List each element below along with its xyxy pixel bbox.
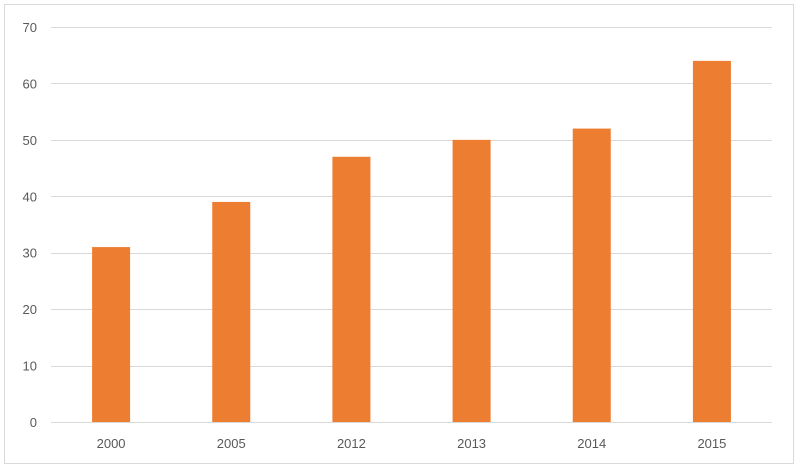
bar-2005 [212, 201, 251, 422]
bar-2014 [572, 128, 611, 423]
bar-2000 [92, 247, 131, 422]
x-tick-label: 2000 [97, 436, 126, 451]
y-tick-label: 10 [23, 359, 37, 374]
y-tick-label: 0 [30, 415, 37, 430]
chart-frame [4, 4, 794, 464]
y-tick-label: 50 [23, 133, 37, 148]
y-axis-labels: 0 10 20 30 40 50 60 70 [23, 20, 37, 430]
x-tick-label: 2015 [697, 436, 726, 451]
bars [92, 60, 731, 423]
x-axis-labels: 2000 2005 2012 2013 2014 2015 [97, 436, 727, 451]
x-tick-label: 2014 [577, 436, 606, 451]
y-tick-label: 20 [23, 302, 37, 317]
x-tick-label: 2012 [337, 436, 366, 451]
y-tick-label: 30 [23, 246, 37, 261]
x-tick-label: 2005 [217, 436, 246, 451]
bar-2013 [452, 139, 491, 422]
bar-2012 [332, 156, 371, 423]
y-tick-label: 70 [23, 20, 37, 35]
x-tick-label: 2013 [457, 436, 486, 451]
y-tick-label: 60 [23, 76, 37, 91]
y-tick-label: 40 [23, 189, 37, 204]
gridlines [51, 27, 772, 423]
bar-2015 [692, 60, 731, 422]
